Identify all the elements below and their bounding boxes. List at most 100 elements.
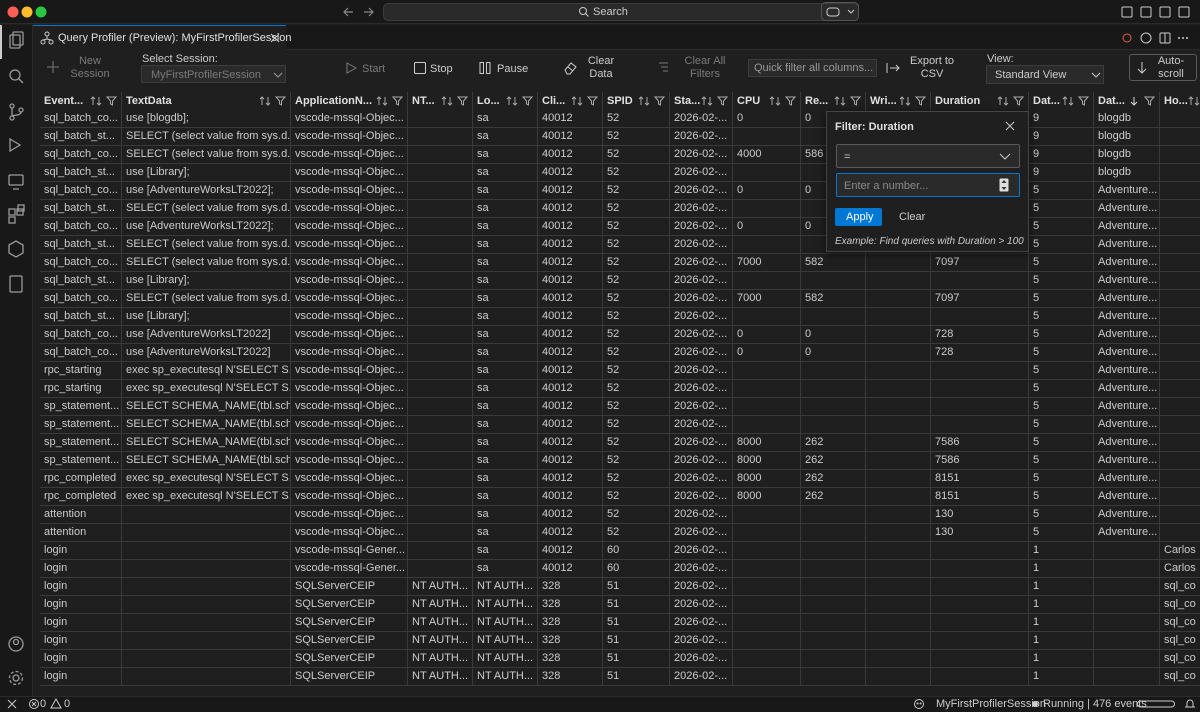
grid-cell[interactable] bbox=[408, 524, 473, 542]
grid-cell[interactable]: 5 bbox=[1029, 290, 1094, 308]
grid-cell[interactable]: 52 bbox=[603, 488, 670, 506]
grid-cell[interactable] bbox=[866, 542, 931, 560]
grid-cell[interactable]: 2026-02-... bbox=[670, 560, 733, 578]
grid-cell[interactable] bbox=[1160, 290, 1200, 308]
grid-cell[interactable] bbox=[801, 596, 866, 614]
grid-cell[interactable] bbox=[733, 668, 801, 686]
grid-cell[interactable] bbox=[1160, 128, 1200, 146]
grid-cell[interactable]: Adventure... bbox=[1094, 326, 1160, 344]
column-header[interactable]: SPID bbox=[603, 92, 670, 111]
grid-cell[interactable]: sa bbox=[473, 362, 538, 380]
grid-cell[interactable]: 40012 bbox=[538, 254, 603, 272]
grid-cell[interactable] bbox=[1160, 488, 1200, 506]
grid-cell[interactable] bbox=[122, 578, 291, 596]
grid-cell[interactable] bbox=[733, 632, 801, 650]
grid-cell[interactable] bbox=[866, 326, 931, 344]
grid-cell[interactable]: 582 bbox=[801, 290, 866, 308]
grid-cell[interactable] bbox=[122, 668, 291, 686]
grid-cell[interactable]: 0 bbox=[733, 218, 801, 236]
grid-cell[interactable]: NT AUTH... bbox=[408, 596, 473, 614]
grid-cell[interactable]: NT AUTH... bbox=[473, 668, 538, 686]
grid-cell[interactable]: 262 bbox=[801, 434, 866, 452]
grid-cell[interactable]: 2026-02-... bbox=[670, 326, 733, 344]
grid-cell[interactable]: Adventure... bbox=[1094, 416, 1160, 434]
grid-cell[interactable]: NT AUTH... bbox=[408, 650, 473, 668]
grid-cell[interactable]: 130 bbox=[931, 506, 1029, 524]
grid-cell[interactable]: vscode-mssql-Objec... bbox=[291, 218, 408, 236]
grid-cell[interactable]: 2026-02-... bbox=[670, 380, 733, 398]
grid-cell[interactable] bbox=[122, 542, 291, 560]
grid-cell[interactable] bbox=[408, 110, 473, 128]
column-header[interactable]: TextData bbox=[122, 92, 291, 111]
grid-cell[interactable]: sa bbox=[473, 452, 538, 470]
grid-cell[interactable] bbox=[408, 380, 473, 398]
grid-cell[interactable]: 8000 bbox=[733, 452, 801, 470]
grid-cell[interactable]: vscode-mssql-Objec... bbox=[291, 128, 408, 146]
grid-cell[interactable] bbox=[801, 578, 866, 596]
grid-cell[interactable]: 8151 bbox=[931, 470, 1029, 488]
grid-cell[interactable]: 52 bbox=[603, 470, 670, 488]
grid-cell[interactable]: 0 bbox=[733, 344, 801, 362]
grid-cell[interactable]: sql_co bbox=[1160, 614, 1200, 632]
grid-cell[interactable]: sa bbox=[473, 560, 538, 578]
grid-cell[interactable] bbox=[866, 308, 931, 326]
grid-cell[interactable]: login bbox=[40, 632, 122, 650]
grid-cell[interactable] bbox=[801, 506, 866, 524]
grid-cell[interactable]: 2026-02-... bbox=[670, 668, 733, 686]
grid-cell[interactable]: Adventure... bbox=[1094, 200, 1160, 218]
grid-cell[interactable]: 52 bbox=[603, 254, 670, 272]
grid-cell[interactable]: Adventure... bbox=[1094, 470, 1160, 488]
grid-cell[interactable]: 40012 bbox=[538, 290, 603, 308]
grid-cell[interactable] bbox=[866, 254, 931, 272]
grid-cell[interactable] bbox=[408, 200, 473, 218]
grid-cell[interactable]: 1 bbox=[1029, 578, 1094, 596]
grid-cell[interactable]: 5 bbox=[1029, 272, 1094, 290]
grid-cell[interactable] bbox=[1160, 506, 1200, 524]
grid-cell[interactable]: 2026-02-... bbox=[670, 128, 733, 146]
grid-cell[interactable]: use [AdventureWorksLT2022]; bbox=[122, 218, 291, 236]
grid-cell[interactable]: Adventure... bbox=[1094, 272, 1160, 290]
grid-cell[interactable]: sql_batch_st... bbox=[40, 236, 122, 254]
tab-close[interactable] bbox=[270, 33, 280, 43]
sort-button[interactable] bbox=[638, 96, 650, 109]
grid-cell[interactable] bbox=[408, 506, 473, 524]
grid-cell[interactable]: 52 bbox=[603, 272, 670, 290]
grid-cell[interactable] bbox=[408, 146, 473, 164]
grid-cell[interactable]: Adventure... bbox=[1094, 290, 1160, 308]
grid-cell[interactable] bbox=[408, 326, 473, 344]
grid-cell[interactable]: 2026-02-... bbox=[670, 236, 733, 254]
grid-cell[interactable]: 40012 bbox=[538, 542, 603, 560]
grid-cell[interactable] bbox=[1160, 182, 1200, 200]
status-session[interactable]: MyFirstProfilerSession bbox=[936, 698, 1047, 710]
copilot-button[interactable] bbox=[821, 2, 861, 22]
grid-cell[interactable] bbox=[931, 650, 1029, 668]
grid-cell[interactable]: 5 bbox=[1029, 416, 1094, 434]
grid-cell[interactable]: SELECT SCHEMA_NAME(tbl.sch... bbox=[122, 416, 291, 434]
grid-cell[interactable] bbox=[733, 308, 801, 326]
grid-cell[interactable]: 60 bbox=[603, 542, 670, 560]
grid-cell[interactable]: sa bbox=[473, 488, 538, 506]
grid-cell[interactable] bbox=[866, 272, 931, 290]
column-header[interactable]: Duration bbox=[931, 92, 1029, 111]
grid-cell[interactable]: 40012 bbox=[538, 560, 603, 578]
grid-cell[interactable]: 2026-02-... bbox=[670, 146, 733, 164]
grid-cell[interactable]: 52 bbox=[603, 308, 670, 326]
operator-value[interactable]: = bbox=[844, 151, 851, 163]
grid-cell[interactable]: blogdb bbox=[1094, 164, 1160, 182]
grid-cell[interactable]: blogdb bbox=[1094, 110, 1160, 128]
grid-cell[interactable]: 51 bbox=[603, 614, 670, 632]
grid-cell[interactable]: exec sp_executesql N'SELECT S... bbox=[122, 470, 291, 488]
grid-cell[interactable] bbox=[801, 308, 866, 326]
grid-cell[interactable]: 7097 bbox=[931, 254, 1029, 272]
grid-cell[interactable]: 2026-02-... bbox=[670, 344, 733, 362]
grid-cell[interactable] bbox=[733, 506, 801, 524]
grid-cell[interactable]: vscode-mssql-Objec... bbox=[291, 470, 408, 488]
grid-cell[interactable] bbox=[408, 470, 473, 488]
grid-cell[interactable] bbox=[408, 164, 473, 182]
grid-cell[interactable]: 5 bbox=[1029, 380, 1094, 398]
grid-cell[interactable]: 728 bbox=[931, 344, 1029, 362]
grid-cell[interactable] bbox=[408, 542, 473, 560]
grid-cell[interactable] bbox=[122, 614, 291, 632]
column-header[interactable]: ApplicationN... bbox=[291, 92, 408, 111]
grid-cell[interactable]: rpc_starting bbox=[40, 380, 122, 398]
